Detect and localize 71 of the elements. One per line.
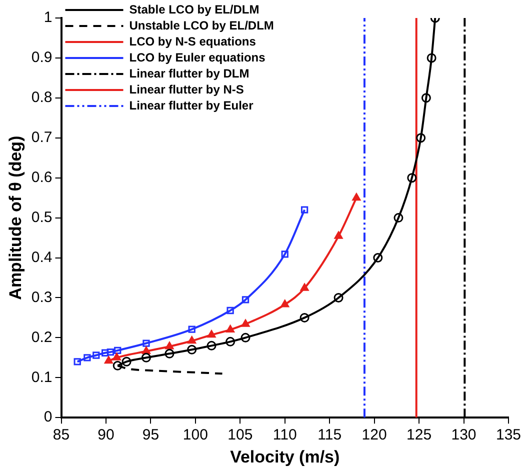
x-tick-label: 95 — [142, 426, 160, 444]
y-tick-label: 0.1 — [31, 368, 52, 386]
x-axis-title: Velocity (m/s) — [230, 447, 340, 466]
point — [207, 330, 216, 338]
point — [165, 342, 174, 350]
y-tick-label: 0.2 — [31, 328, 52, 346]
point — [407, 173, 417, 183]
point — [74, 358, 81, 366]
legend-label: Unstable LCO by EL/DLM — [129, 18, 274, 32]
point — [300, 312, 310, 322]
point — [142, 340, 150, 347]
legend-label: Linear flutter by DLM — [129, 66, 250, 80]
point — [104, 356, 113, 364]
point — [226, 336, 236, 346]
point — [187, 344, 197, 354]
y-tick-label: 1 — [44, 9, 52, 26]
point — [421, 93, 431, 103]
x-tick-label: 90 — [98, 426, 114, 444]
point — [373, 253, 383, 263]
point — [281, 250, 288, 258]
point — [106, 348, 114, 356]
legend-label: Linear flutter by N-S — [129, 82, 244, 96]
point — [416, 133, 426, 143]
y-tick-label: 0 — [44, 408, 52, 426]
x-tick-label: 115 — [318, 426, 342, 444]
legend-label: LCO by Euler equations — [129, 50, 266, 64]
point — [92, 352, 100, 359]
y-tick-label: 0.6 — [31, 168, 52, 186]
point — [164, 348, 174, 358]
y-tick-label: 0.7 — [31, 129, 52, 146]
point — [334, 292, 344, 302]
point — [188, 326, 196, 333]
y-tick-label: 0.8 — [31, 89, 52, 106]
point — [206, 340, 216, 350]
point — [241, 319, 250, 327]
point — [112, 360, 122, 370]
point — [352, 193, 361, 201]
y-tick-label: 0.3 — [31, 288, 52, 306]
x-tick-label: 130 — [451, 426, 476, 444]
point — [426, 53, 436, 63]
point — [142, 346, 150, 354]
legend-label: LCO by N-S equations — [129, 34, 256, 48]
point — [112, 352, 121, 360]
point — [240, 332, 250, 342]
point — [300, 283, 309, 291]
x-tick-label: 125 — [406, 426, 432, 444]
y-tick-label: 0.9 — [31, 49, 52, 66]
point — [188, 336, 196, 344]
y-tick-label: 0.4 — [31, 248, 52, 266]
point — [122, 356, 132, 366]
point — [102, 349, 109, 356]
y-axis-title: Amplitude of θ (deg) — [6, 136, 25, 300]
point — [114, 346, 122, 354]
x-tick-label: 100 — [182, 426, 208, 444]
point — [242, 296, 250, 304]
legend-label: Linear flutter by Euler — [129, 98, 254, 112]
point — [280, 300, 290, 308]
point — [394, 213, 404, 223]
point — [84, 354, 91, 362]
x-tick-label: 120 — [362, 426, 387, 444]
point — [334, 231, 343, 239]
point — [226, 306, 234, 314]
x-tick-label: 135 — [496, 426, 521, 444]
y-tick-label: 0.5 — [31, 208, 52, 226]
point — [226, 324, 235, 332]
point — [300, 206, 308, 214]
point — [141, 352, 151, 362]
x-tick-label: 105 — [228, 426, 253, 444]
x-tick-label: 85 — [52, 426, 70, 444]
legend-label: Stable LCO by EL/DLM — [129, 2, 260, 16]
x-tick-label: 110 — [272, 426, 297, 444]
